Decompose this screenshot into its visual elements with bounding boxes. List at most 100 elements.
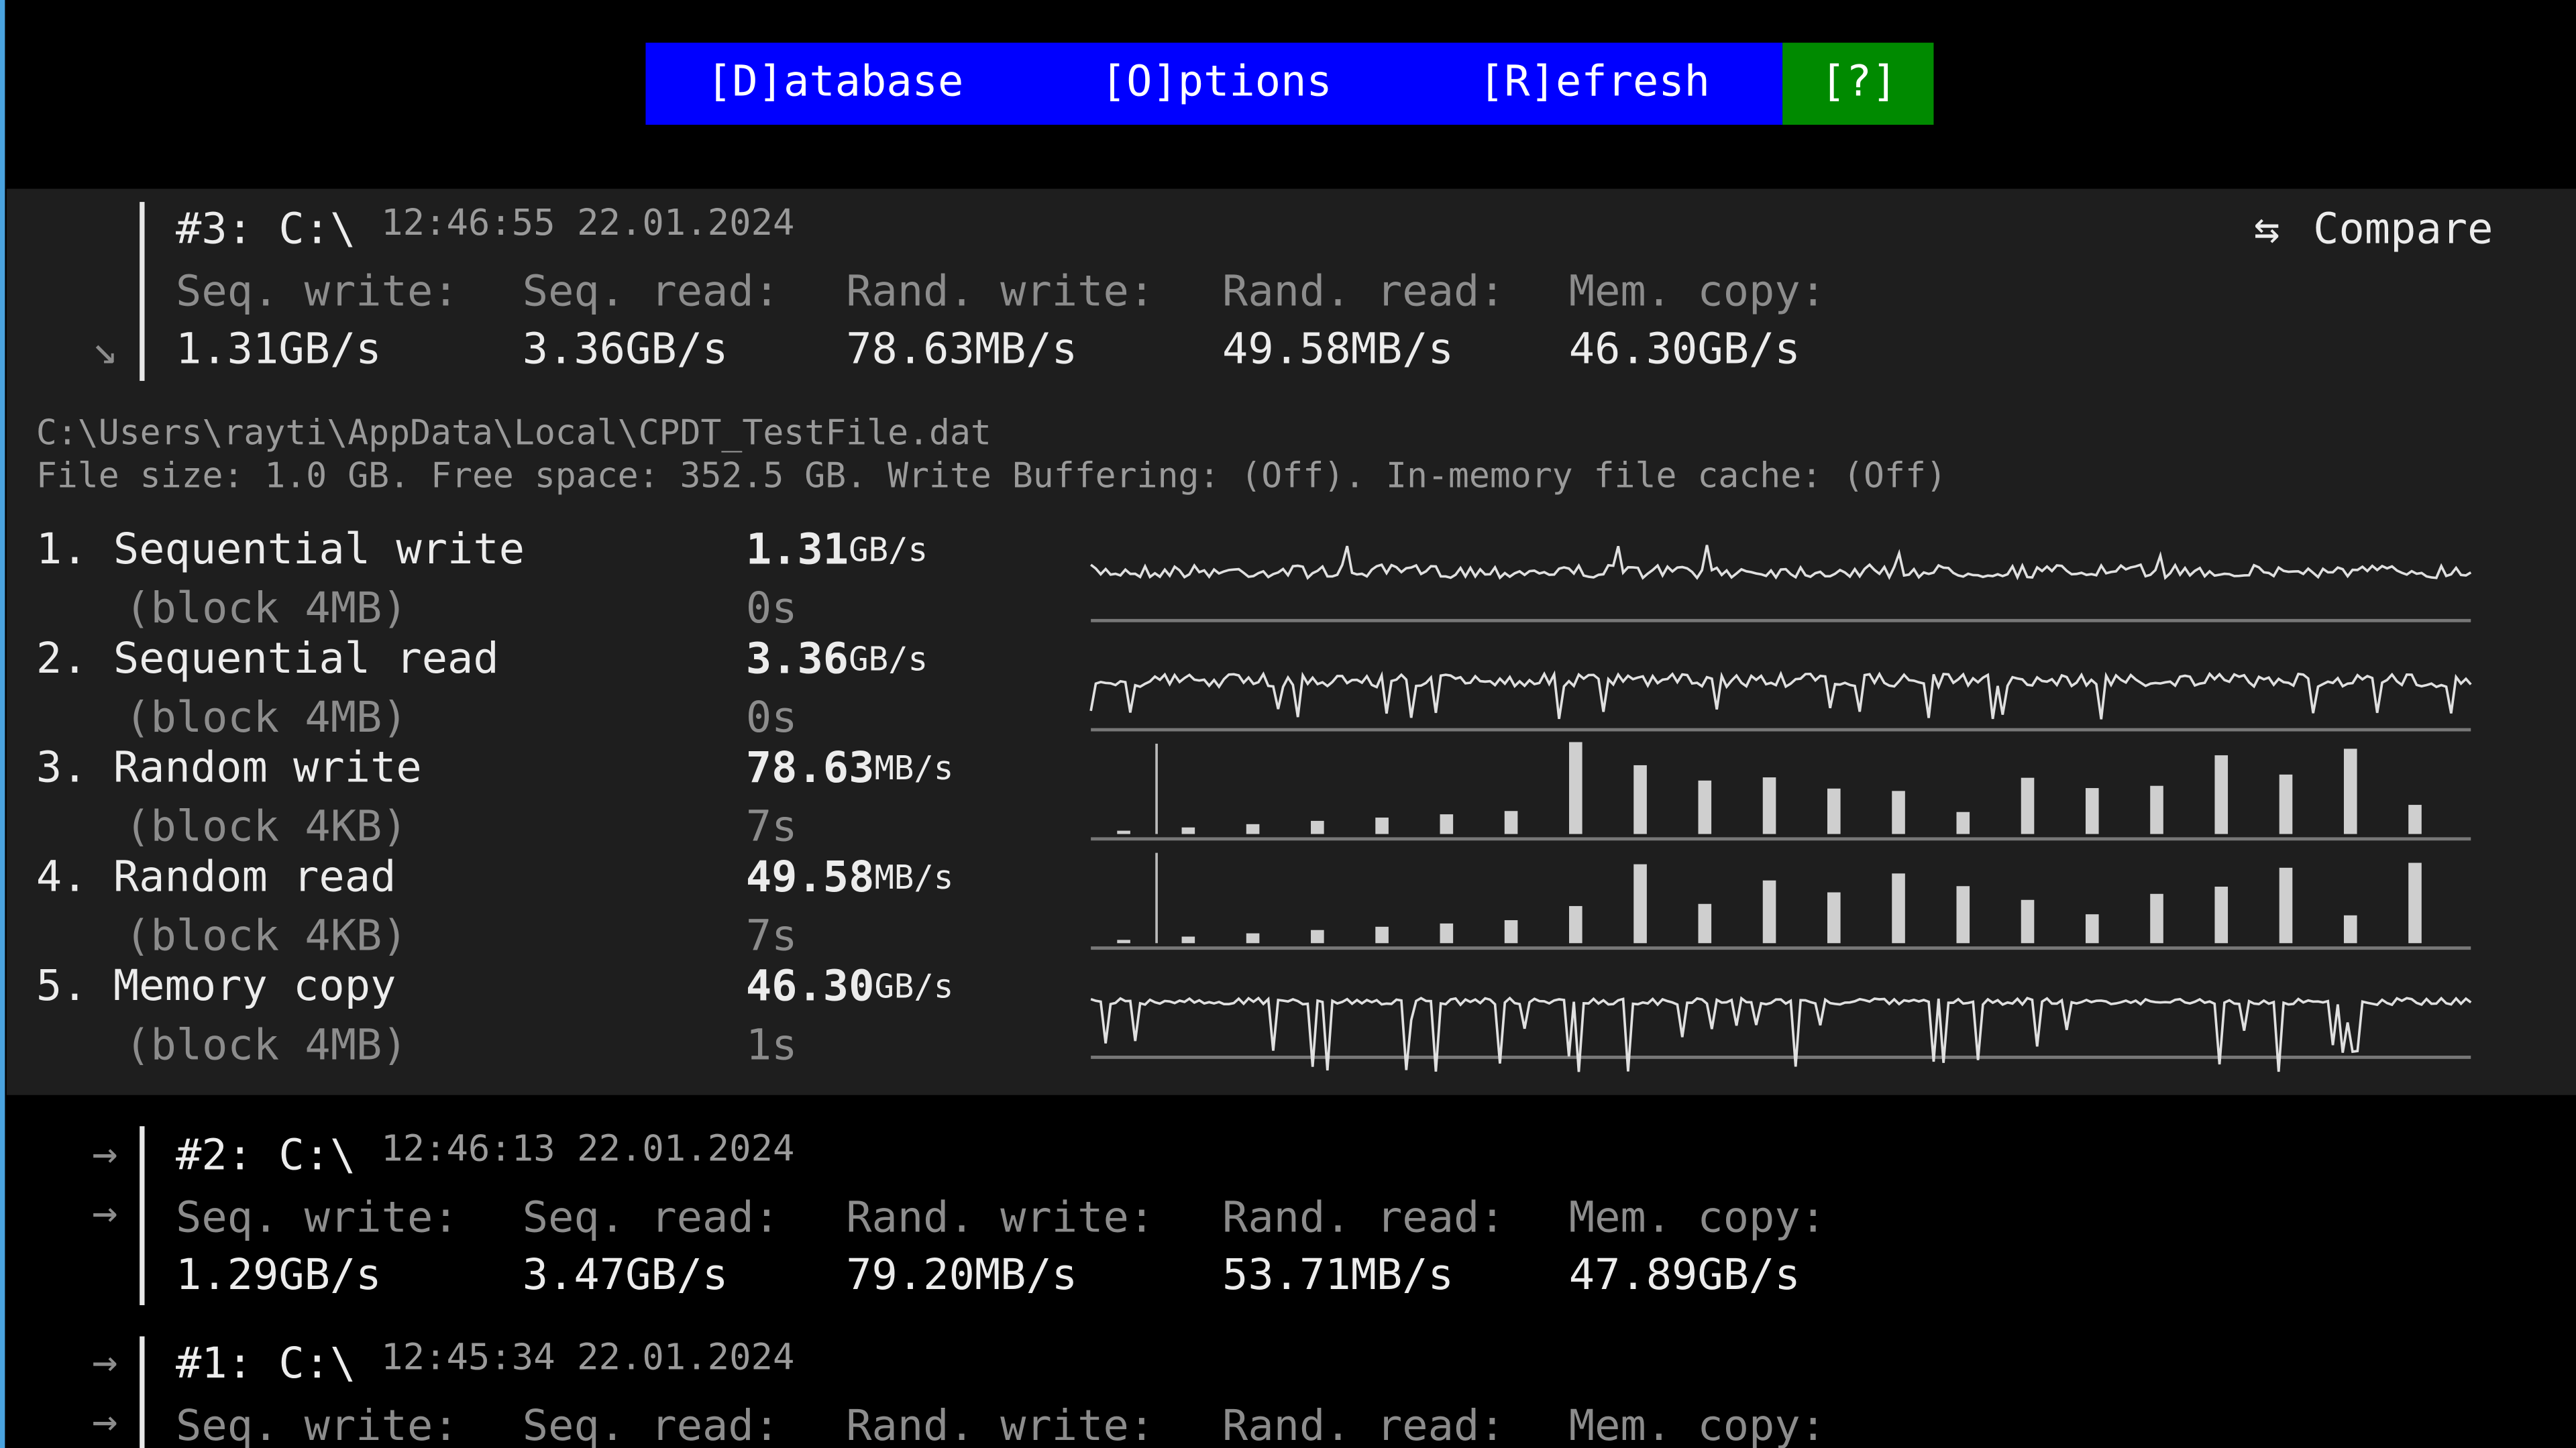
window-border [0,0,5,1448]
menu-item[interactable]: [?] [1820,56,1897,106]
graph-bar [1762,880,1776,944]
test-value-number: 1.31 [746,524,849,574]
run-time: 12:46:55 22.01.2024 [381,201,794,243]
test-block: (block 4MB) [125,583,408,633]
graph-bar [1956,886,1970,944]
graph-bar [1311,820,1324,834]
graph-bar [2279,867,2293,944]
metric-label: Seq. write: [176,267,459,317]
metric-value: 79.20MB/s [846,1250,1077,1300]
test-name: 3. Random write [36,743,422,793]
compare-icon[interactable]: ⇆ [2254,205,2279,254]
run-time: 12:45:34 22.01.2024 [381,1335,794,1378]
graph-bar [2408,862,2422,944]
graph-bar [2343,748,2357,834]
graph-bar [1633,765,1647,834]
test-block: (block 4KB) [125,911,408,961]
metric-label: Seq. read: [523,267,780,317]
graph-bar [2150,785,2163,834]
graph-bar [2085,914,2099,944]
graph-bar [1246,824,1260,834]
graph-bar [1181,936,1195,944]
expand-icon[interactable]: → [92,1129,117,1178]
menu-item[interactable]: [R]efresh [1479,56,1710,106]
metric-value: 47.89GB/s [1569,1250,1801,1300]
metric-label: Rand. write: [846,1192,1155,1242]
graph-bar [1827,892,1841,944]
menu-item[interactable]: [D]atabase [706,56,963,106]
graph-bar [2021,899,2035,944]
graph-bar [1569,742,1582,834]
graph-bar [2085,788,2099,834]
graph-bar [1440,814,1454,834]
test-value-number: 49.58 [746,852,875,901]
test-value-unit: GB/s [849,640,928,678]
graph-line [1089,670,2472,720]
current-run-panel [6,188,2576,1095]
graph-bar [1827,788,1841,834]
run-bar [140,1336,145,1448]
graph-bar [1633,864,1647,944]
graph-bar [1375,818,1389,834]
graph-bar [1892,791,1905,834]
metric-value: 49.58MB/s [1222,324,1454,374]
menu-item[interactable]: [O]ptions [1101,56,1332,106]
metric-value: 1.29GB/s [176,1250,382,1300]
graph-bar [1375,926,1389,944]
metric-value: 3.36GB/s [523,324,729,374]
test-name: 5. Memory copy [36,961,396,1011]
test-name: 1. Sequential write [36,524,525,574]
help-button-bg [1782,42,1934,125]
metric-label: Rand. read: [1222,267,1505,317]
test-value-number: 46.30 [746,961,875,1011]
test-time: 7s [746,911,798,961]
test-time: 7s [746,802,798,852]
graph-line [1090,545,2472,581]
metric-label: Mem. copy: [1569,1192,1826,1242]
expand-icon[interactable]: → [92,1337,117,1387]
test-block: (block 4MB) [125,693,408,742]
expand-icon[interactable]: → [92,1188,117,1237]
test-value: 1.31GB/s [746,524,928,574]
compare-button[interactable]: Compare [2313,205,2493,254]
file-path: C:\Users\rayti\AppData\Local\CPDT_TestFi… [36,413,991,453]
metric-label: Seq. read: [523,1401,780,1448]
test-name: 4. Random read [36,852,396,901]
graph-bar [2343,915,2357,944]
graph-bar [2150,893,2163,944]
metric-label: Rand. read: [1222,1192,1505,1242]
graph-bar [2279,774,2293,834]
graph-bar [1181,827,1195,834]
test-value: 49.58MB/s [746,852,954,901]
menu-bar [645,42,1783,125]
test-value-unit: MB/s [874,749,953,787]
metric-label: Mem. copy: [1569,1401,1826,1448]
metric-label: Seq. write: [176,1401,459,1448]
run-id[interactable]: #1: C:\ [176,1339,356,1388]
graph-bar [1698,780,1712,834]
test-value: 46.30GB/s [746,961,954,1011]
expand-icon[interactable]: → [92,1396,117,1446]
graph-bar [2214,755,2229,834]
graph-bar [1246,933,1260,944]
run-bar [140,1126,145,1306]
test-value-unit: MB/s [874,858,953,896]
metric-label: Rand. write: [846,1401,1155,1448]
metric-label: Rand. read: [1222,1401,1505,1448]
run-id[interactable]: #2: C:\ [176,1130,356,1180]
graph-bar [2021,777,2035,834]
metric-label: Seq. read: [523,1192,780,1242]
run-id[interactable]: #3: C:\ [176,205,356,254]
graph-bar [1956,812,1970,834]
graph-bar [2214,887,2229,944]
collapse-icon[interactable]: ↘ [92,324,117,374]
graph-bar [1504,920,1518,944]
graph-bar [1440,923,1454,944]
graph-bar [1698,903,1712,944]
test-time: 1s [746,1020,798,1070]
metric-value: 53.71MB/s [1222,1250,1454,1300]
metric-value: 78.63MB/s [846,324,1077,374]
graph-bar [1117,830,1130,834]
test-value: 3.36GB/s [746,634,928,683]
